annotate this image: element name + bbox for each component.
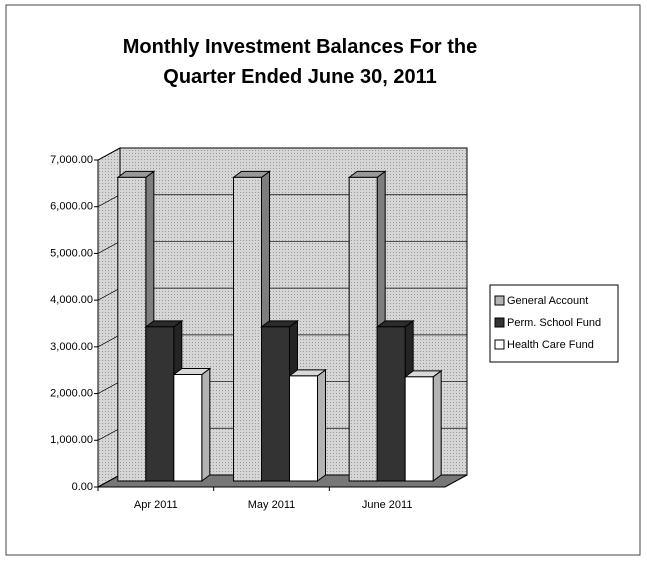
y-tick-label: 4,000.00 bbox=[50, 294, 93, 306]
grid-line bbox=[97, 194, 121, 208]
y-tick-label: 1,000.00 bbox=[50, 434, 93, 446]
bar bbox=[376, 326, 406, 482]
bar bbox=[145, 326, 175, 482]
y-tick-label: 5,000.00 bbox=[50, 247, 93, 259]
legend-swatch bbox=[494, 295, 505, 306]
y-tick-label: 2,000.00 bbox=[50, 387, 93, 399]
y-tick-label: 0.00 bbox=[72, 481, 93, 493]
legend-label: Health Care Fund bbox=[507, 339, 594, 351]
grid-line bbox=[97, 427, 121, 441]
side-wall bbox=[97, 147, 121, 488]
bar-side bbox=[201, 367, 211, 482]
bar-side bbox=[432, 369, 442, 482]
legend-swatch bbox=[494, 339, 505, 350]
bar bbox=[173, 373, 203, 482]
y-tick-label: 6,000.00 bbox=[50, 201, 93, 213]
bar bbox=[289, 375, 318, 482]
grid-line bbox=[97, 147, 121, 161]
y-tick-label: 3,000.00 bbox=[50, 341, 93, 353]
frame bbox=[5, 4, 641, 556]
legend-label: Perm. School Fund bbox=[507, 317, 601, 329]
bar bbox=[348, 176, 378, 482]
bar bbox=[117, 176, 147, 482]
x-tick-label: May 2011 bbox=[248, 499, 296, 511]
legend-label: General Account bbox=[507, 295, 588, 307]
grid-line bbox=[97, 241, 121, 254]
chart-title: Monthly Investment Balances For the Quar… bbox=[122, 36, 478, 88]
y-tick-label: 7,000.00 bbox=[50, 154, 93, 166]
grid-line bbox=[97, 334, 121, 348]
bar bbox=[404, 376, 434, 482]
x-tick-label: Apr 2011 bbox=[134, 499, 178, 511]
grid-line bbox=[97, 381, 121, 394]
x-tick-label: June 2011 bbox=[362, 499, 413, 511]
legend bbox=[489, 284, 619, 363]
grid-line bbox=[97, 287, 121, 301]
grid-line bbox=[97, 474, 121, 488]
bar-side bbox=[317, 368, 326, 482]
bar bbox=[261, 326, 290, 482]
bar bbox=[233, 176, 262, 482]
legend-swatch bbox=[494, 317, 505, 328]
